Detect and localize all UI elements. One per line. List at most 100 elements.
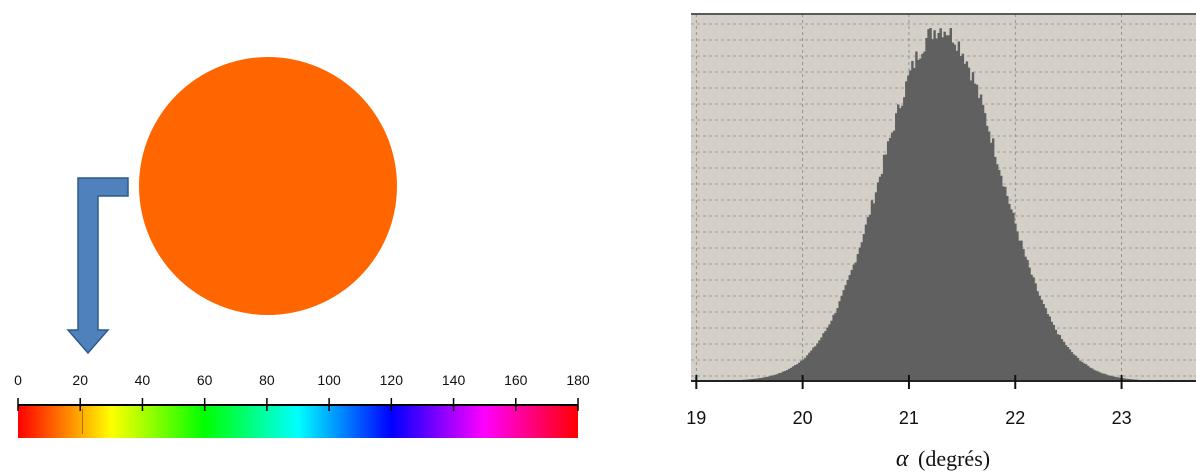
x-axis-tick-label: 23 [1112,408,1132,428]
histogram-bar [1127,378,1130,381]
histogram-bar [911,60,914,382]
histogram-bar [897,104,900,381]
histogram-bar [848,275,851,381]
histogram-bar [951,42,954,381]
x-axis-tick-label: 22 [1005,408,1025,428]
histogram-bar [1123,378,1126,381]
histogram-bar [1004,186,1007,381]
histogram-bar [765,376,769,381]
hue-sample-panel: 0 20 40 60 80 100 120 140 160 180 [14,57,590,438]
histogram-bar [1052,324,1055,381]
histogram-bar [1028,267,1031,381]
histogram-bar [1002,186,1005,381]
histogram-bar [1044,308,1047,381]
histogram-bar [1042,304,1045,381]
histogram-bar [1107,375,1110,381]
histogram-bar [983,113,987,381]
histogram-bar [1111,376,1114,381]
histogram-bar [1062,341,1066,381]
histogram-bar [812,347,815,381]
histogram-bar [957,41,961,381]
histogram-bar [1109,375,1112,381]
histogram-bar [838,301,841,381]
histogram-bar [937,32,940,381]
histogram-bar [1097,371,1100,381]
histogram-bar [975,84,979,381]
hue-scale-tick-label: 40 [135,372,151,388]
histogram-bar [1046,314,1049,381]
histogram-bar [866,217,870,381]
hue-scale-tick-label: 120 [380,372,404,388]
histogram-bar [919,58,922,381]
histogram-bar [789,367,793,381]
histogram-bar [947,35,950,381]
histogram-bar [917,59,920,382]
histogram-bar [862,234,866,381]
hue-scale-tick-label: 20 [72,372,88,388]
histogram-bar [806,355,809,381]
histogram-bar [1115,377,1118,381]
histogram-bar [1119,377,1122,381]
histogram-bar [1099,372,1102,381]
histogram-bar [971,72,975,381]
histogram-bar [949,28,952,381]
histogram-bar [1072,354,1076,381]
histogram-bar [987,131,991,381]
histogram-bar [820,337,823,381]
histogram-bar [903,97,906,381]
histogram-bar [775,374,779,381]
histogram-bar [1076,357,1080,381]
histogram-bar [907,75,910,382]
histogram-bar [973,83,977,382]
histogram-bar [925,37,928,382]
histogram-bar [868,214,872,381]
histogram-bar [808,352,811,381]
histogram-bar [816,343,819,381]
histogram-bar [870,200,874,381]
histogram-bar [921,53,924,381]
histogram-bar [959,55,963,382]
histogram-bar [832,314,835,381]
x-axis-tick-label: 20 [793,408,813,428]
histogram-bar [981,104,985,381]
histogram-bar [864,224,868,381]
histogram-bar [1014,223,1017,381]
histogram-bar [969,80,973,381]
histogram-bar [781,371,785,381]
histogram-bar [1105,374,1108,381]
histogram-bar [931,39,934,381]
histogram-bar [1018,240,1021,381]
histogram-bar [985,125,989,382]
hue-scale-tick-label: 0 [14,372,22,388]
histogram-bar [1026,259,1029,381]
histogram-bar [1113,376,1116,381]
hue-scale-tick-label: 60 [197,372,213,388]
histogram-bar [842,290,845,381]
histogram-bar [961,53,965,382]
histogram-bar [802,359,805,381]
histogram-bar [1032,277,1035,381]
histogram-bar [1012,212,1015,381]
x-axis-label: α (degrés) [896,446,990,472]
hue-sample-figure: 0 20 40 60 80 100 120 140 160 180 [14,57,590,438]
histogram-bar [824,330,827,381]
histogram-bar [753,378,757,381]
histogram-bar [953,44,957,382]
histogram-bar [1008,203,1011,381]
histogram-bar [1000,175,1003,381]
histogram-bar [994,156,997,381]
histogram-bar [927,29,930,381]
histogram-bars [691,28,1196,382]
histogram-bar [941,37,944,382]
histogram-bar [943,31,946,382]
histogram-bar [876,182,880,381]
histogram-bar [882,154,886,381]
histogram-bar [1010,209,1013,381]
histogram-bar [1006,196,1009,381]
histogram-bar [977,98,981,382]
histogram-bar [933,30,936,381]
histogram-bar [913,67,916,381]
histogram-bar [858,247,862,381]
histogram-bar [929,28,932,381]
histogram-bar [779,372,783,381]
